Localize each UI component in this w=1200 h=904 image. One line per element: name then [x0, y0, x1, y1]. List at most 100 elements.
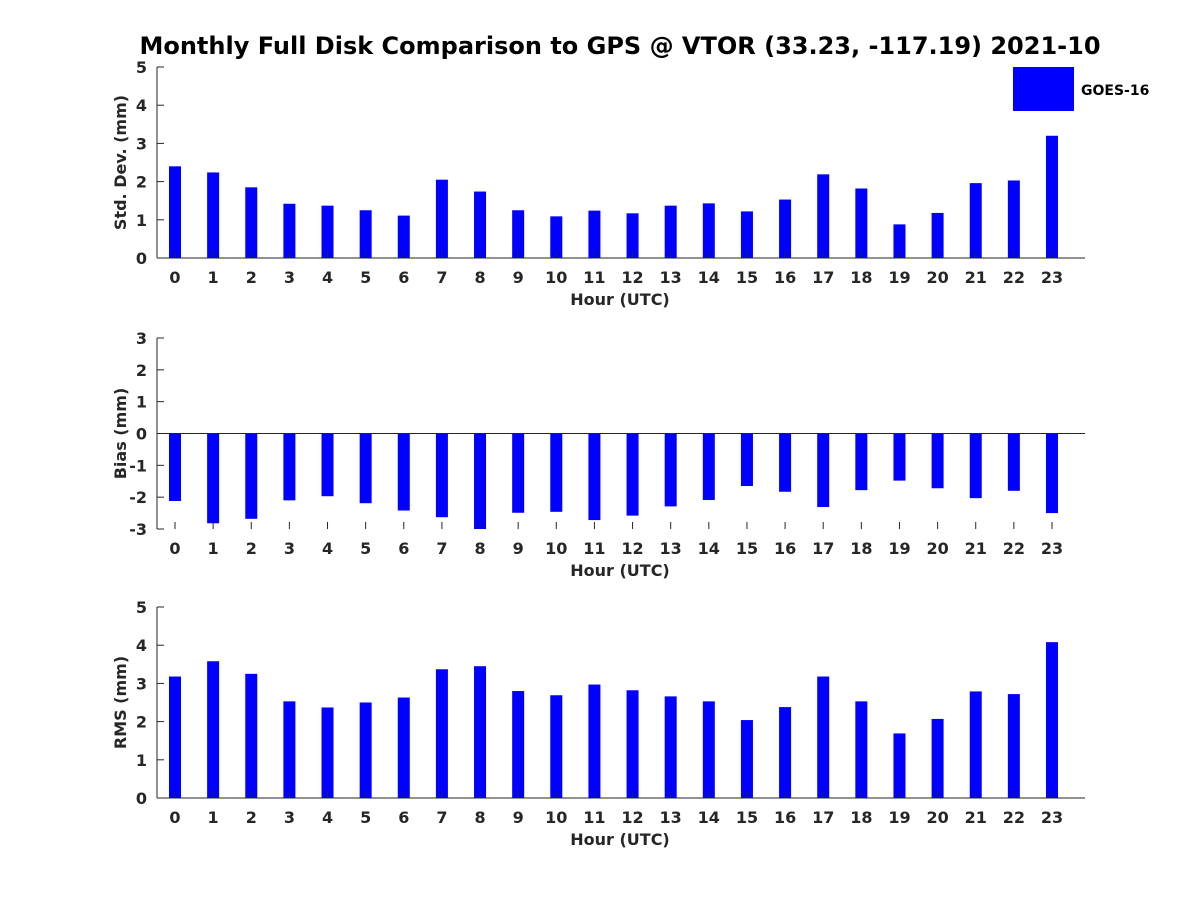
panel-3-bar-4: [321, 707, 334, 798]
panel-1-bar-21: [969, 183, 982, 258]
panel-2-y-tick-label: 3: [136, 329, 147, 348]
panel-3-bar-10: [550, 695, 563, 798]
panel-3-y-tick-label: 0: [136, 789, 147, 808]
panel-3-bar-18: [855, 701, 868, 798]
panel-3-x-tick-label: 2: [246, 808, 257, 827]
panel-2-bar-15: [740, 433, 753, 487]
panel-1-y-tick-label: 1: [136, 211, 147, 230]
panel-1-bar-9: [512, 210, 525, 258]
panel-2-bar-18: [855, 433, 868, 491]
panel-1-bar-15: [740, 211, 753, 258]
panel-3-bar-19: [893, 733, 906, 798]
panel-1-x-tick-label: 13: [660, 268, 682, 287]
panel-1-x-tick-label: 15: [736, 268, 758, 287]
panel-1-y-label: Std. Dev. (mm): [111, 95, 130, 230]
panel-1-bar-14: [702, 203, 715, 258]
panel-1-bar-4: [321, 205, 334, 258]
panel-2-bar-17: [817, 433, 830, 508]
panel-1-bar-3: [283, 203, 296, 258]
panel-3-x-tick-label: 23: [1041, 808, 1063, 827]
panel-2-bar-0: [169, 433, 181, 501]
panel-3-x-tick-label: 1: [208, 808, 219, 827]
panel-1-bar-10: [550, 216, 563, 258]
panel-2-x-tick-label: 18: [850, 539, 872, 558]
panel-1-x-tick-label: 0: [169, 268, 180, 287]
panel-2-x-tick-label: 23: [1041, 539, 1063, 558]
panel-3-bar-7: [435, 669, 448, 798]
panel-2-x-tick-label: 4: [322, 539, 333, 558]
panel-3-bar-6: [397, 697, 410, 798]
panel-3-y-tick-label: 1: [136, 751, 147, 770]
panel-2-x-tick-label: 14: [698, 539, 720, 558]
panel-2-x-tick-label: 2: [246, 539, 257, 558]
panel-2-x-tick-label: 21: [965, 539, 987, 558]
panel-1-bar-23: [1045, 135, 1058, 258]
panel-1-x-tick-label: 11: [583, 268, 605, 287]
panel-3-x-tick-label: 16: [774, 808, 796, 827]
panel-3-x-tick-label: 7: [436, 808, 447, 827]
legend-swatch-goes16: [1013, 67, 1074, 111]
panel-2-bar-4: [321, 433, 334, 497]
panel-3-x-tick-label: 6: [398, 808, 409, 827]
panel-2-x-tick-label: 5: [360, 539, 371, 558]
panel-3-bar-3: [283, 701, 296, 798]
panel-2-x-tick-label: 20: [926, 539, 948, 558]
panel-3-bar-9: [512, 691, 525, 798]
panel-3-x-tick-label: 15: [736, 808, 758, 827]
panel-2-bar-10: [550, 433, 563, 512]
panel-3-bar-14: [702, 701, 715, 798]
panel-2-x-tick-label: 9: [513, 539, 524, 558]
panel-1-x-tick-label: 12: [621, 268, 643, 287]
panel-1-x-tick-label: 16: [774, 268, 796, 287]
panel-2-y-tick-label: 0: [136, 425, 147, 444]
panel-3-y-label: RMS (mm): [111, 656, 130, 749]
panel-2-x-tick-label: 17: [812, 539, 834, 558]
panel-3-x-tick-label: 3: [284, 808, 295, 827]
panel-1-bar-0: [169, 166, 181, 258]
panel-1-x-tick-label: 3: [284, 268, 295, 287]
panel-2-bar-22: [1007, 433, 1020, 491]
panel-1-x-label: Hour (UTC): [570, 290, 670, 309]
panel-2-x-tick-label: 1: [208, 539, 219, 558]
panel-2-x-tick-label: 0: [169, 539, 180, 558]
panel-2-y-tick-label: -2: [129, 488, 147, 507]
panel-2-x-tick-label: 12: [621, 539, 643, 558]
panel-2-bar-13: [664, 433, 677, 507]
panel-1-bar-1: [207, 172, 220, 258]
legend: GOES-16: [1013, 67, 1149, 111]
panel-3-x-tick-label: 5: [360, 808, 371, 827]
panel-2-bar-16: [779, 433, 792, 492]
panel-3-bar-0: [169, 676, 181, 798]
panel-2-bar-8: [474, 433, 487, 529]
chart-title: Monthly Full Disk Comparison to GPS @ VT…: [139, 32, 1100, 60]
panel-2-y-tick-label: 1: [136, 393, 147, 412]
panel-3-y-tick-label: 4: [136, 636, 147, 655]
panel-2-x-tick-label: 10: [545, 539, 567, 558]
panel-3-x-tick-label: 10: [545, 808, 567, 827]
panel-3-x-tick-label: 8: [474, 808, 485, 827]
panel-1-bar-5: [359, 210, 372, 258]
panel-2-x-tick-label: 6: [398, 539, 409, 558]
panel-2-y-label: Bias (mm): [111, 388, 130, 480]
panel-3-x-tick-label: 4: [322, 808, 333, 827]
panel-2-x-tick-label: 13: [660, 539, 682, 558]
panel-3-x-tick-label: 13: [660, 808, 682, 827]
panel-3-y-tick-label: 5: [136, 598, 147, 617]
panel-1-bar-16: [779, 199, 792, 258]
panel-2-x-tick-label: 15: [736, 539, 758, 558]
panel-1-bar-11: [588, 210, 601, 258]
panel-2-bar-9: [512, 433, 525, 513]
panel-3-x-tick-label: 0: [169, 808, 180, 827]
panel-2-x-tick-label: 7: [436, 539, 447, 558]
panel-1-x-tick-label: 9: [513, 268, 524, 287]
panel-3-x-tick-label: 11: [583, 808, 605, 827]
panel-1-x-tick-label: 8: [474, 268, 485, 287]
panel-2-bar-1: [207, 433, 220, 524]
panel-3-bar-15: [740, 720, 753, 798]
panel-3-bar-12: [626, 690, 639, 798]
panel-3-bar-8: [474, 666, 487, 798]
panel-3-bar-20: [931, 718, 944, 798]
